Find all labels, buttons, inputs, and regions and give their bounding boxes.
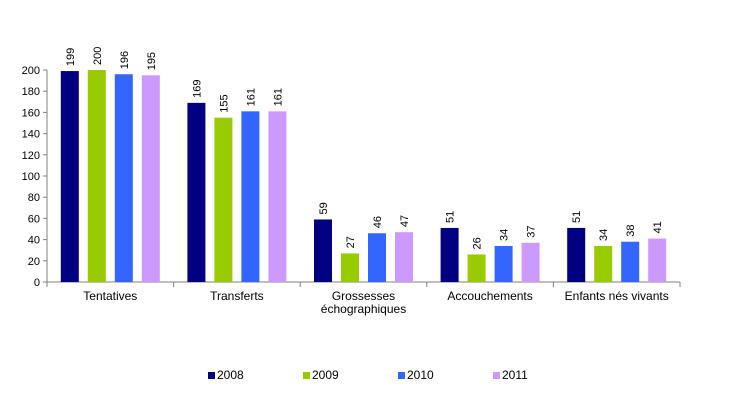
bar-2010-4 bbox=[621, 241, 640, 282]
data-label: 47 bbox=[399, 215, 411, 227]
x-tick-label: échographiques bbox=[321, 302, 406, 316]
y-tick-label: 180 bbox=[22, 86, 40, 98]
y-tick-label: 20 bbox=[28, 256, 40, 268]
bar-2008-1 bbox=[187, 102, 206, 282]
data-label: 34 bbox=[499, 229, 511, 241]
data-label: 59 bbox=[318, 202, 330, 214]
y-tick-label: 100 bbox=[22, 171, 40, 183]
y-tick-label: 200 bbox=[22, 65, 40, 77]
y-tick-label: 120 bbox=[22, 150, 40, 162]
bar-2009-3 bbox=[467, 254, 486, 282]
bar-2011-0 bbox=[141, 75, 160, 282]
x-axis: Tentatives Transferts Grossesseséchographi… bbox=[46, 281, 681, 316]
x-tick-label: Grossesses bbox=[332, 289, 395, 303]
bar-2011-3 bbox=[521, 242, 540, 282]
y-tick-label: 140 bbox=[22, 129, 40, 141]
data-label: 161 bbox=[245, 88, 257, 106]
legend-label: 2008 bbox=[217, 368, 244, 382]
bar-2008-0 bbox=[60, 71, 79, 282]
bar-2010-2 bbox=[368, 233, 386, 282]
legend-swatch-2011 bbox=[493, 372, 500, 379]
data-label: 169 bbox=[191, 80, 203, 98]
data-label: 195 bbox=[146, 52, 158, 70]
data-label: 46 bbox=[372, 216, 384, 228]
bar-2010-0 bbox=[114, 74, 133, 283]
data-label: 27 bbox=[345, 236, 357, 248]
data-label: 38 bbox=[625, 224, 637, 236]
legend-swatch-2008 bbox=[208, 372, 215, 379]
bar-2010-1 bbox=[241, 111, 260, 282]
data-label: 199 bbox=[65, 48, 77, 66]
legend-label: 2011 bbox=[502, 368, 528, 382]
bar-2011-2 bbox=[395, 232, 413, 282]
legend-label: 2010 bbox=[407, 368, 434, 382]
legend-label: 2009 bbox=[312, 368, 339, 382]
data-label: 26 bbox=[472, 237, 484, 249]
data-label: 51 bbox=[571, 211, 583, 223]
x-tick-label: Accouchements bbox=[447, 289, 532, 303]
bar-2009-0 bbox=[87, 70, 106, 282]
bar-2011-4 bbox=[648, 238, 667, 282]
legend: 2008 2009 2010 2011 bbox=[208, 368, 528, 382]
x-tick-label: Transferts bbox=[210, 289, 264, 303]
data-label: 34 bbox=[598, 229, 610, 241]
legend-swatch-2010 bbox=[398, 372, 405, 379]
bar-2009-2 bbox=[341, 253, 359, 282]
y-tick-label: 80 bbox=[28, 192, 40, 204]
bar-2008-4 bbox=[567, 227, 586, 282]
data-label: 37 bbox=[526, 226, 538, 238]
data-label: 51 bbox=[445, 211, 457, 223]
bar-2011-1 bbox=[268, 111, 287, 282]
legend-swatch-2009 bbox=[303, 372, 310, 379]
data-label: 161 bbox=[272, 88, 284, 106]
x-tick-label: Enfants nés vivants bbox=[565, 289, 669, 303]
bar-2009-4 bbox=[594, 245, 613, 282]
bar-2009-1 bbox=[214, 117, 233, 282]
bar-2008-2 bbox=[314, 219, 332, 282]
y-tick-label: 160 bbox=[22, 107, 40, 119]
data-label: 200 bbox=[92, 47, 104, 65]
y-tick-label: 40 bbox=[28, 235, 40, 247]
x-tick-label: Tentatives bbox=[83, 289, 137, 303]
y-tick-label: 60 bbox=[28, 213, 40, 225]
bar-2010-3 bbox=[494, 245, 513, 282]
data-label: 155 bbox=[218, 94, 230, 112]
bar-2008-3 bbox=[440, 227, 459, 282]
data-label: 41 bbox=[652, 221, 664, 233]
data-label: 196 bbox=[119, 51, 131, 69]
y-tick-label: 0 bbox=[34, 277, 40, 289]
y-axis: 0 20 40 60 80 100 120 140 160 180 200 bbox=[22, 65, 48, 289]
bars: 199 169 59 51 51 200 155 27 26 34 196 161 46 34 38 195 1… bbox=[60, 47, 667, 283]
